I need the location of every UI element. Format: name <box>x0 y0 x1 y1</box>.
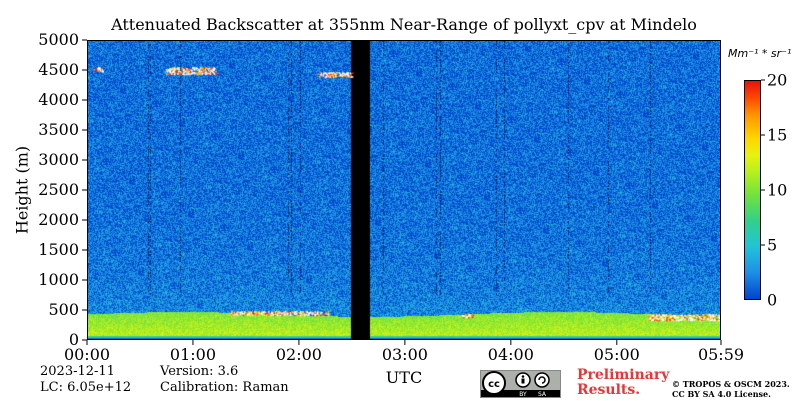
y-axis-label: Height (m) <box>12 145 32 235</box>
y-tick-label: 500 <box>48 300 79 319</box>
colorbar-unit-label: Mm⁻¹ * sr⁻¹ <box>728 47 792 60</box>
x-tick-label: 00:00 <box>63 345 111 364</box>
y-tick-label: 1000 <box>38 270 79 289</box>
x-axis-label: UTC <box>385 368 423 387</box>
svg-text:cc: cc <box>488 379 500 390</box>
preliminary-notice: Preliminary Results. <box>577 368 669 398</box>
x-tick-label: 05:00 <box>593 345 640 364</box>
chart-title: Attenuated Backscatter at 355nm Near-Ran… <box>111 15 697 34</box>
calibration-label: Calibration: Raman <box>160 380 289 395</box>
copyright-line: © TROPOS & OSCM 2023. <box>672 379 790 389</box>
x-tick-label: 02:00 <box>275 345 322 364</box>
cc-sa-text: SA <box>538 391 547 397</box>
colorbar-tick-label: 20 <box>767 70 788 90</box>
colorbar <box>744 80 761 300</box>
y-tick-label: 2000 <box>38 210 79 229</box>
y-tick-label: 1500 <box>38 240 79 259</box>
y-tick-label: 2500 <box>38 180 79 199</box>
y-tick-label: 3000 <box>38 150 79 169</box>
cc-by-sa-license-logo: cc BY SA <box>480 370 561 398</box>
cc-by-text: BY <box>519 391 527 397</box>
lc-label: LC: 6.05e+12 <box>40 380 132 395</box>
x-tick-label: 04:00 <box>487 345 534 364</box>
colorbar-tick-label: 10 <box>767 180 788 200</box>
cc-icon: cc BY SA <box>481 371 560 398</box>
colorbar-tick-label: 5 <box>767 235 778 255</box>
version-label: Version: 3.6 <box>160 364 239 379</box>
colorbar-tick-label: 15 <box>767 125 788 145</box>
results-text: Results. <box>577 382 641 398</box>
x-tick-label: 01:00 <box>169 345 217 364</box>
date-label: 2023-12-11 <box>40 364 115 379</box>
plot-area <box>87 40 721 340</box>
y-tick-label: 0 <box>68 330 79 349</box>
y-tick-label: 4000 <box>38 90 79 109</box>
y-tick-label: 3500 <box>38 120 79 139</box>
colorbar-tick-label: 0 <box>767 290 778 310</box>
x-tick-label: 05:59 <box>697 345 745 364</box>
y-tick-label: 4500 <box>38 60 79 79</box>
copyright-notice: © TROPOS & OSCM 2023. CC BY SA 4.0 Licen… <box>672 379 790 399</box>
x-tick-label: 03:00 <box>381 345 428 364</box>
license-line: CC BY SA 4.0 License. <box>672 388 771 399</box>
preliminary-text: Preliminary <box>577 367 670 383</box>
y-tick-label: 5000 <box>38 30 79 49</box>
backscatter-heatmap <box>88 41 720 339</box>
